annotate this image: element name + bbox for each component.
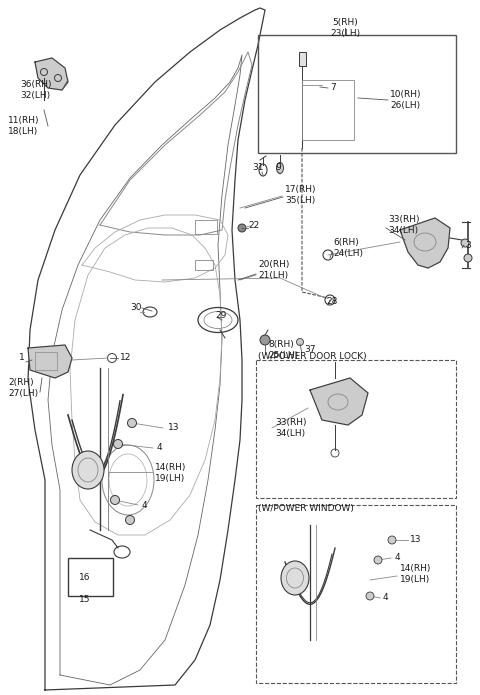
Text: 4: 4 — [383, 594, 389, 603]
Text: 20(RH)
21(LH): 20(RH) 21(LH) — [258, 260, 289, 280]
Text: (W/POWER DOOR LOCK): (W/POWER DOOR LOCK) — [258, 352, 367, 361]
Text: 30: 30 — [130, 304, 142, 313]
Text: 14(RH)
19(LH): 14(RH) 19(LH) — [400, 564, 432, 584]
Text: (W/POWER WINDOW): (W/POWER WINDOW) — [258, 504, 354, 513]
Circle shape — [238, 224, 246, 232]
Polygon shape — [310, 378, 368, 425]
Circle shape — [461, 239, 469, 247]
Circle shape — [297, 338, 303, 345]
Bar — [302, 80, 354, 140]
Bar — [195, 220, 217, 234]
Text: 13: 13 — [168, 423, 180, 432]
Text: 22: 22 — [248, 220, 259, 229]
Text: 4: 4 — [157, 443, 163, 452]
Bar — [299, 52, 306, 66]
Text: 5(RH)
23(LH): 5(RH) 23(LH) — [330, 18, 360, 38]
Ellipse shape — [281, 561, 309, 595]
Polygon shape — [28, 345, 72, 378]
Text: 16: 16 — [79, 573, 91, 582]
Text: 3: 3 — [465, 240, 471, 250]
Circle shape — [260, 335, 270, 345]
Bar — [68, 558, 113, 596]
Text: 12: 12 — [120, 354, 132, 363]
Bar — [256, 505, 456, 683]
Circle shape — [113, 439, 122, 448]
Text: 15: 15 — [79, 596, 91, 605]
Text: 33(RH)
34(LH): 33(RH) 34(LH) — [388, 215, 420, 235]
Ellipse shape — [72, 451, 104, 489]
Text: 8(RH)
25(LH): 8(RH) 25(LH) — [268, 340, 298, 360]
Text: 7: 7 — [330, 83, 336, 92]
Text: 28: 28 — [326, 297, 338, 306]
Text: 4: 4 — [142, 500, 148, 509]
Text: 9: 9 — [275, 163, 281, 172]
Polygon shape — [400, 218, 450, 268]
Text: 29: 29 — [215, 311, 227, 320]
Text: 36(RH)
32(LH): 36(RH) 32(LH) — [20, 80, 51, 100]
Bar — [195, 260, 213, 270]
Circle shape — [125, 516, 134, 525]
Text: 6(RH)
24(LH): 6(RH) 24(LH) — [333, 238, 363, 258]
Text: 11(RH)
18(LH): 11(RH) 18(LH) — [8, 116, 39, 136]
Circle shape — [374, 556, 382, 564]
Bar — [256, 360, 456, 498]
Circle shape — [128, 418, 136, 427]
Text: 33(RH)
34(LH): 33(RH) 34(LH) — [275, 418, 307, 438]
Circle shape — [464, 254, 472, 262]
Text: 4: 4 — [395, 553, 401, 562]
Bar — [258, 35, 456, 153]
Text: 2(RH)
27(LH): 2(RH) 27(LH) — [8, 378, 38, 398]
Circle shape — [110, 496, 120, 505]
Ellipse shape — [276, 163, 284, 174]
Polygon shape — [35, 58, 68, 90]
Circle shape — [366, 592, 374, 600]
Text: 1: 1 — [19, 354, 25, 363]
Circle shape — [388, 536, 396, 544]
Text: 10(RH)
26(LH): 10(RH) 26(LH) — [390, 90, 421, 110]
Text: 31: 31 — [252, 163, 264, 172]
Text: 14(RH)
19(LH): 14(RH) 19(LH) — [155, 463, 186, 483]
Text: 37: 37 — [304, 345, 315, 354]
Text: 17(RH)
35(LH): 17(RH) 35(LH) — [285, 185, 316, 205]
Bar — [35, 352, 57, 370]
Text: 13: 13 — [410, 536, 421, 544]
